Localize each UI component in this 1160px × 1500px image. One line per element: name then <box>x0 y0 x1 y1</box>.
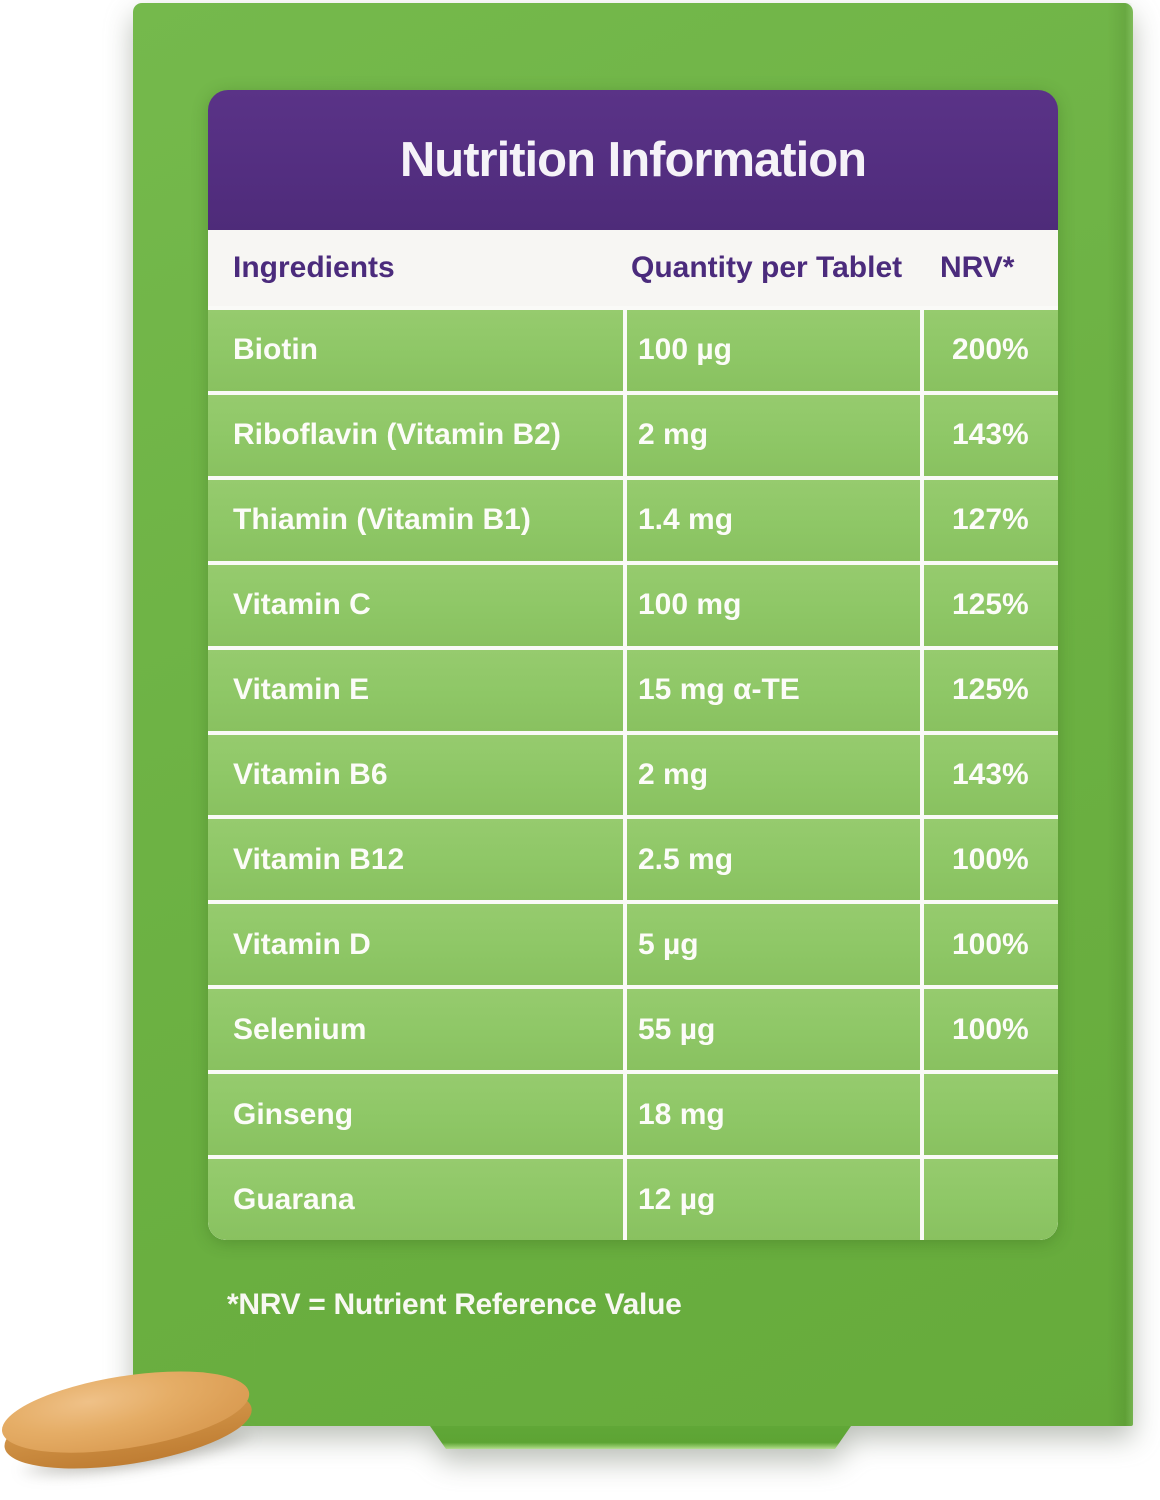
tablet-image <box>0 1356 262 1489</box>
ingredient-cell: Biotin <box>208 310 623 391</box>
quantity-cell: 2 mg <box>627 734 920 816</box>
ingredient-cell: Riboflavin (Vitamin B2) <box>208 394 623 476</box>
quantity-cell: 1.4 mg <box>627 479 920 561</box>
tablet-body <box>0 1356 258 1485</box>
quantity-cell: 18 mg <box>627 1074 920 1156</box>
nrv-cell: 100% <box>924 819 1058 901</box>
nutrition-card-header: Nutrition Information <box>208 90 1058 230</box>
nrv-cell: 100% <box>924 989 1058 1071</box>
nutrition-table: Biotin 100 µg 200% Riboflavin (Vitamin B… <box>208 306 1058 1240</box>
quantity-cell: 2.5 mg <box>627 819 920 901</box>
nrv-cell <box>924 1074 1058 1156</box>
nrv-cell: 125% <box>924 564 1058 646</box>
ingredient-cell: Selenium <box>208 989 623 1071</box>
quantity-cell: 55 µg <box>627 989 920 1071</box>
ingredient-cell: Vitamin B12 <box>208 819 623 901</box>
page-title: Nutrition Information <box>399 133 867 187</box>
quantity-cell: 100 µg <box>627 310 920 391</box>
ingredient-cell: Vitamin D <box>208 904 623 986</box>
ingredient-cell: Ginseng <box>208 1074 623 1156</box>
nrv-cell: 125% <box>924 649 1058 731</box>
ingredient-cell: Vitamin C <box>208 564 623 646</box>
column-header-quantity: Quantity per Tablet <box>631 251 903 284</box>
ingredient-cell: Vitamin E <box>208 649 623 731</box>
nrv-cell: 127% <box>924 479 1058 561</box>
quantity-cell: 100 mg <box>627 564 920 646</box>
quantity-cell: 5 µg <box>627 904 920 986</box>
nrv-cell: 143% <box>924 394 1058 476</box>
quantity-cell: 2 mg <box>627 394 920 476</box>
nrv-cell <box>924 1159 1058 1240</box>
nrv-footnote: *NRV = Nutrient Reference Value <box>227 1288 682 1321</box>
ingredient-cell: Guarana <box>208 1159 623 1240</box>
nrv-cell: 100% <box>924 904 1058 986</box>
nutrition-card: Nutrition Information Ingredients Quanti… <box>208 90 1058 1240</box>
ingredient-cell: Thiamin (Vitamin B1) <box>208 479 623 561</box>
package-bottom-flap <box>430 1426 851 1449</box>
quantity-cell: 12 µg <box>627 1159 920 1240</box>
nrv-cell: 143% <box>924 734 1058 816</box>
table-column-header-row: Ingredients Quantity per Tablet NRV* <box>208 230 1058 306</box>
quantity-cell: 15 mg α-TE <box>627 649 920 731</box>
column-header-ingredients: Ingredients <box>233 251 395 284</box>
ingredient-cell: Vitamin B6 <box>208 734 623 816</box>
column-header-nrv: NRV* <box>940 251 1015 284</box>
nrv-cell: 200% <box>924 310 1058 391</box>
